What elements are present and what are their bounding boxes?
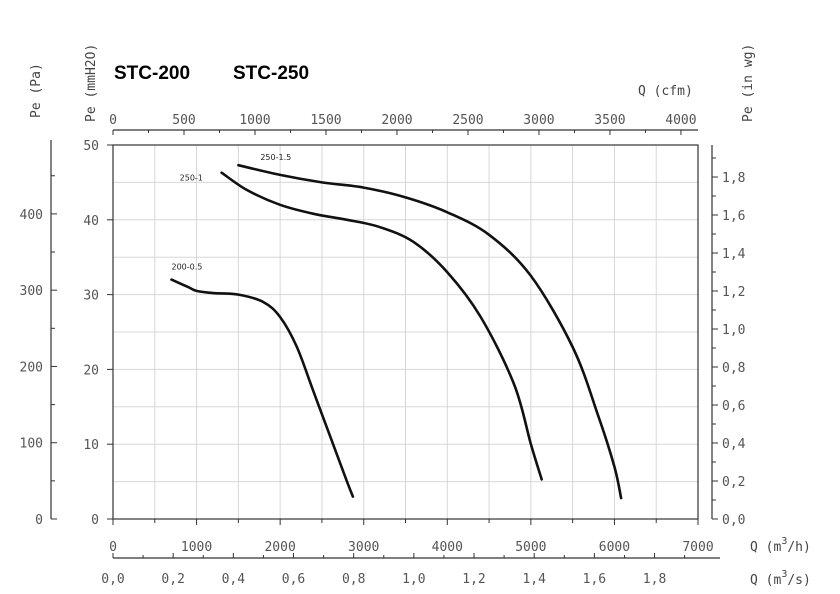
tick-label-m3h: 3000 — [348, 540, 379, 555]
tick-label-cfm: 4000 — [665, 113, 696, 128]
tick-label-m3s: 1,6 — [583, 572, 606, 587]
tick-label-cfm: 1000 — [239, 113, 270, 128]
tick-label-mmh2o: 10 — [83, 438, 99, 453]
tick-label-pa: 400 — [20, 208, 43, 223]
m3s-label-main: Q (m — [750, 573, 781, 588]
tick-label-m3s: 0,2 — [161, 572, 184, 587]
tick-label-m3h: 2000 — [264, 540, 295, 555]
tick-label-inwg: 1,2 — [722, 285, 745, 300]
tick-label-m3s: 1,2 — [462, 572, 485, 587]
tick-label-inwg: 0,2 — [722, 475, 745, 490]
bottom-m3h-axis: 0 1000 2000 3000 4000 5000 6000 7000 — [109, 519, 714, 555]
tick-label-inwg: 1,6 — [722, 209, 745, 224]
m3h-label-main: Q (m — [750, 540, 781, 555]
tick-label-cfm: 500 — [172, 113, 195, 128]
tick-label-mmh2o: 40 — [83, 214, 99, 229]
tick-label-inwg: 0,6 — [722, 399, 745, 414]
tick-label-cfm: 0 — [109, 113, 117, 128]
right-inwg-axis-label: Pe (in wg) — [741, 44, 756, 122]
tick-label-m3s: 1,8 — [643, 572, 666, 587]
tick-label-inwg: 1,8 — [722, 171, 745, 186]
tick-label-m3h: 1000 — [181, 540, 212, 555]
curve-label: 200-0.5 — [172, 263, 203, 272]
top-cfm-axis-label: Q (cfm) — [638, 84, 693, 99]
left-pa-axis: 0 100 200 300 400 — [20, 140, 57, 528]
tick-label-m3h: 4000 — [432, 540, 463, 555]
m3s-label-end: /s) — [787, 573, 810, 588]
tick-label-m3h: 6000 — [599, 540, 630, 555]
top-cfm-axis: 0 500 1000 1500 2000 2500 3000 3500 4000 — [109, 113, 698, 135]
model-title-2: STC-250 — [233, 63, 309, 84]
tick-label-pa: 100 — [20, 437, 43, 452]
tick-label-cfm: 2500 — [452, 113, 483, 128]
tick-label-m3s: 0,8 — [342, 572, 365, 587]
bottom-m3s-axis-label: Q (m3/s) — [750, 569, 811, 588]
curve-labels: 200-0.5 250-1 250-1.5 — [172, 153, 292, 271]
tick-label-cfm: 1500 — [310, 113, 341, 128]
right-inwg-axis: 0,0 0,2 0,4 0,6 0,8 1,0 1,2 1,4 1,6 1,8 — [711, 145, 746, 528]
curve-250-1-5 — [237, 163, 623, 500]
tick-label-pa: 0 — [35, 513, 43, 528]
left-mmh2o-axis: 0 10 20 30 40 50 — [83, 139, 113, 528]
curve-200-0-5 — [170, 278, 355, 498]
m3s-label-sup: 3 — [781, 569, 787, 580]
curve-label: 250-1.5 — [260, 153, 291, 162]
tick-label-m3h: 7000 — [682, 540, 713, 555]
tick-label-m3s: 1,4 — [522, 572, 546, 587]
curve-label: 250-1 — [180, 174, 203, 183]
tick-label-m3h: 5000 — [515, 540, 546, 555]
tick-label-inwg: 1,4 — [722, 247, 746, 262]
left-mmh2o-axis-label: Pe (mmH2O) — [84, 44, 99, 122]
grid-lines — [113, 145, 698, 519]
model-title-1: STC-200 — [114, 63, 190, 84]
tick-label-cfm: 3500 — [594, 113, 625, 128]
tick-label-inwg: 0,0 — [722, 513, 745, 528]
bottom-m3h-axis-label: Q (m3/h) — [750, 536, 811, 555]
tick-label-m3s: 1,0 — [402, 572, 425, 587]
tick-label-m3h: 0 — [109, 540, 117, 555]
tick-label-inwg: 1,0 — [722, 323, 745, 338]
tick-label-cfm: 3000 — [523, 113, 554, 128]
tick-label-mmh2o: 30 — [83, 289, 99, 304]
tick-label-inwg: 0,4 — [722, 437, 746, 452]
fan-curves — [170, 163, 623, 500]
tick-label-pa: 300 — [20, 284, 43, 299]
m3h-label-end: /h) — [787, 540, 810, 555]
tick-label-mmh2o: 0 — [91, 513, 99, 528]
tick-label-m3s: 0,6 — [282, 572, 305, 587]
tick-label-inwg: 0,8 — [722, 361, 745, 376]
tick-label-m3s: 0,0 — [101, 572, 124, 587]
bottom-m3s-axis: 0,0 0,2 0,4 0,6 0,8 1,0 1,2 1,4 1,6 1,8 — [101, 553, 720, 587]
tick-label-mmh2o: 20 — [83, 363, 99, 378]
tick-label-pa: 200 — [20, 360, 43, 375]
tick-label-mmh2o: 50 — [83, 139, 99, 154]
left-pa-axis-label: Pe (Pa) — [29, 63, 44, 118]
m3h-label-sup: 3 — [781, 536, 787, 547]
tick-label-cfm: 2000 — [381, 113, 412, 128]
tick-label-m3s: 0,4 — [222, 572, 246, 587]
curve-250-1 — [220, 171, 543, 481]
